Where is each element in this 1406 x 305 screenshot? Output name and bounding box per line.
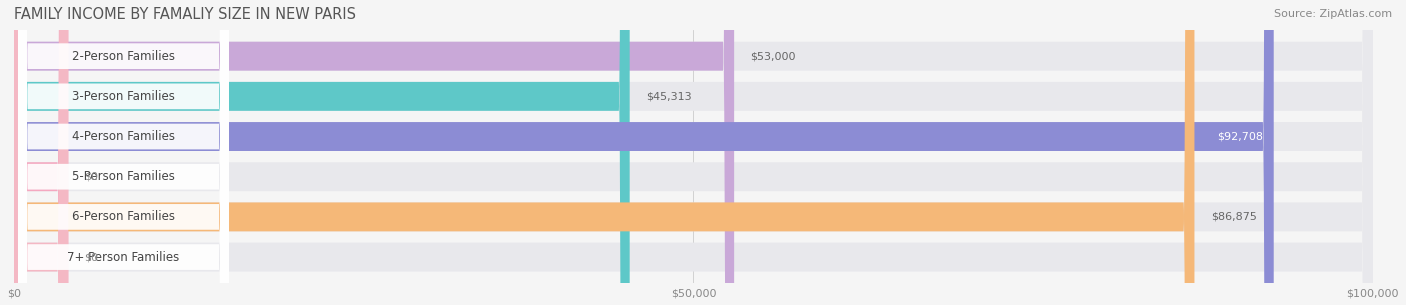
- FancyBboxPatch shape: [14, 0, 1274, 305]
- FancyBboxPatch shape: [14, 0, 1372, 305]
- Text: Source: ZipAtlas.com: Source: ZipAtlas.com: [1274, 9, 1392, 19]
- Text: $0: $0: [84, 172, 98, 182]
- FancyBboxPatch shape: [14, 0, 734, 305]
- Text: 5-Person Families: 5-Person Families: [72, 170, 174, 183]
- Text: 4-Person Families: 4-Person Families: [72, 130, 174, 143]
- Text: 6-Person Families: 6-Person Families: [72, 210, 174, 223]
- FancyBboxPatch shape: [14, 0, 630, 305]
- Text: 7+ Person Families: 7+ Person Families: [67, 251, 180, 264]
- FancyBboxPatch shape: [18, 0, 229, 305]
- FancyBboxPatch shape: [14, 0, 69, 305]
- FancyBboxPatch shape: [18, 0, 229, 305]
- Text: 3-Person Families: 3-Person Families: [72, 90, 174, 103]
- FancyBboxPatch shape: [14, 0, 1372, 305]
- FancyBboxPatch shape: [14, 0, 1372, 305]
- FancyBboxPatch shape: [14, 0, 1372, 305]
- FancyBboxPatch shape: [14, 0, 1372, 305]
- Text: $0: $0: [84, 252, 98, 262]
- FancyBboxPatch shape: [14, 0, 1195, 305]
- Text: $53,000: $53,000: [751, 51, 796, 61]
- FancyBboxPatch shape: [18, 0, 229, 305]
- FancyBboxPatch shape: [14, 0, 69, 305]
- Text: FAMILY INCOME BY FAMALIY SIZE IN NEW PARIS: FAMILY INCOME BY FAMALIY SIZE IN NEW PAR…: [14, 7, 356, 22]
- Text: $86,875: $86,875: [1211, 212, 1257, 222]
- FancyBboxPatch shape: [18, 0, 229, 305]
- Text: $45,313: $45,313: [645, 92, 692, 101]
- FancyBboxPatch shape: [18, 0, 229, 305]
- FancyBboxPatch shape: [18, 0, 229, 305]
- Text: $92,708: $92,708: [1216, 131, 1263, 142]
- Text: 2-Person Families: 2-Person Families: [72, 50, 174, 63]
- FancyBboxPatch shape: [14, 0, 1372, 305]
